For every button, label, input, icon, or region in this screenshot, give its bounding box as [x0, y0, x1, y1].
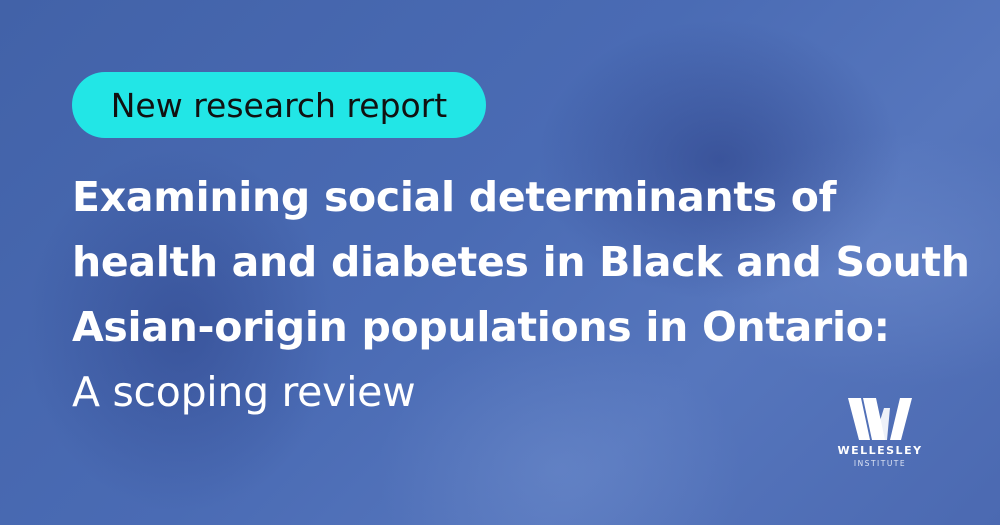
report-subtitle: A scoping review [72, 368, 416, 416]
report-title: Examining social determinants of health … [72, 165, 970, 425]
logo-sub: INSTITUTE [853, 459, 907, 468]
new-research-report-badge: New research report [72, 72, 486, 138]
title-line: Examining social determinants of [72, 173, 837, 221]
logo-name: WELLESLEY [837, 444, 923, 457]
wellesley-institute-logo: WELLESLEY INSTITUTE [834, 398, 926, 468]
title-line: health and diabetes in Black and South [72, 238, 970, 286]
badge-label: New research report [110, 85, 448, 125]
title-line: Asian-origin populations in Ontario: [72, 303, 890, 351]
wellesley-w-logo-icon [848, 398, 912, 440]
